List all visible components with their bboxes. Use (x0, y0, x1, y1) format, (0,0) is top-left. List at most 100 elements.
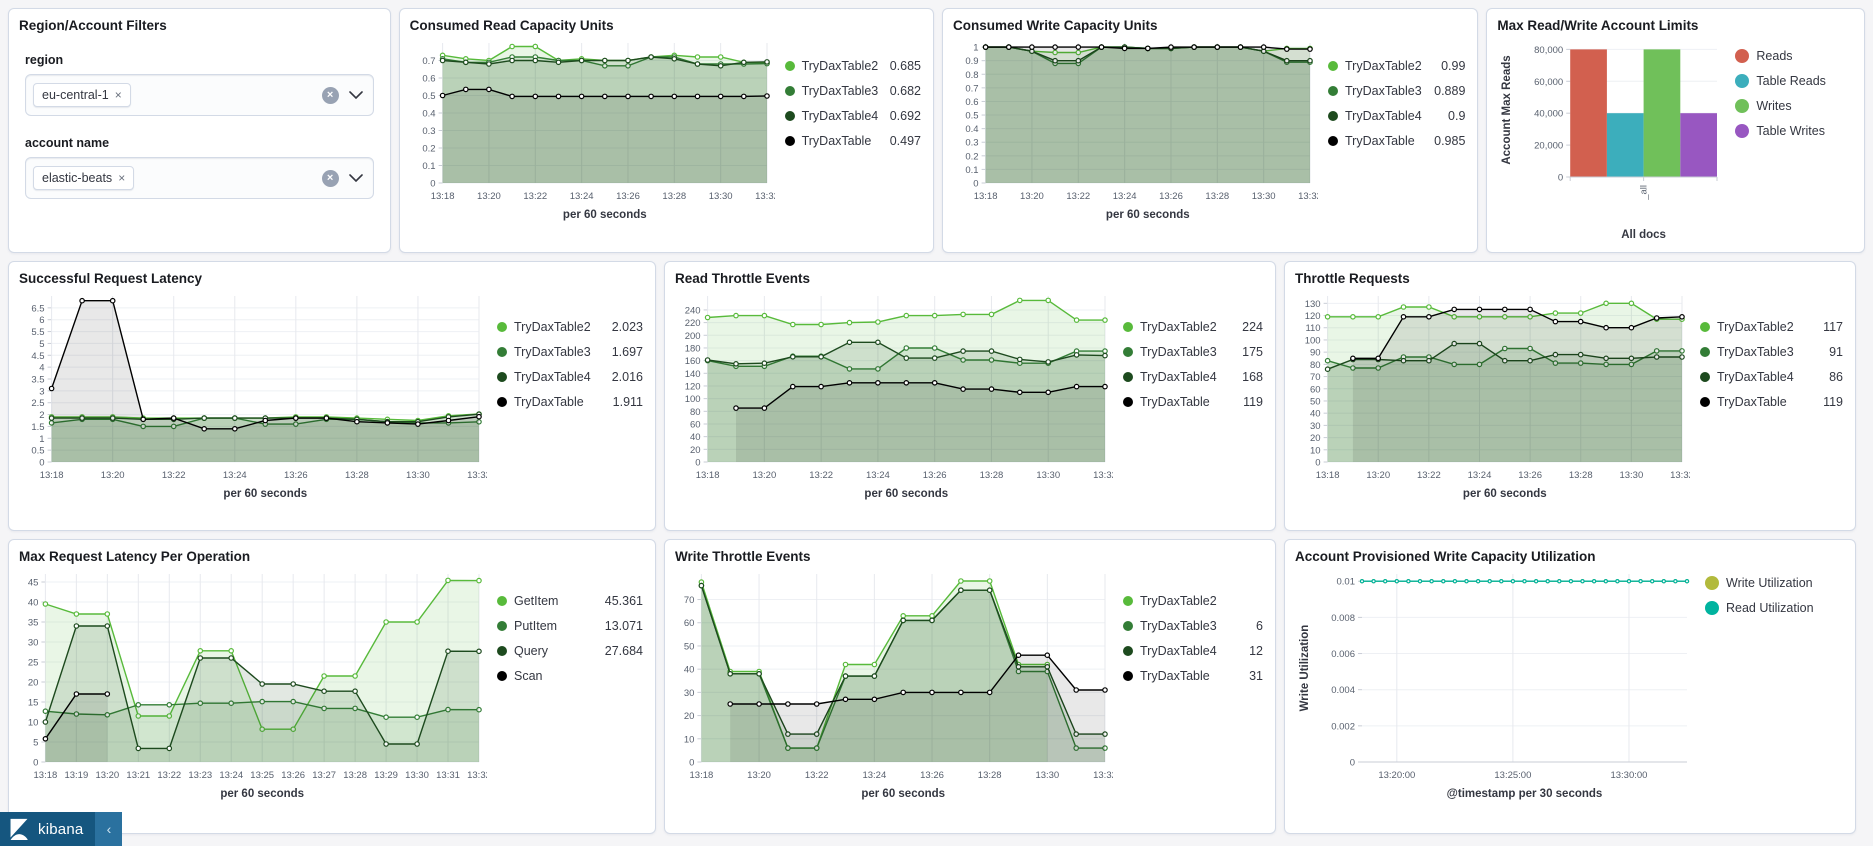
legend-item-putitem[interactable]: PutItem 13.071 (497, 619, 643, 633)
panel-title: Max Request Latency Per Operation (19, 549, 251, 564)
account-pill-label: elastic-beats (42, 171, 113, 185)
svg-text:40: 40 (684, 665, 695, 676)
svg-text:All docs: All docs (1622, 229, 1667, 241)
legend-dot (1700, 397, 1710, 407)
svg-text:0.008: 0.008 (1331, 613, 1355, 624)
svg-text:13:28: 13:28 (343, 770, 367, 781)
svg-text:80,000: 80,000 (1535, 45, 1564, 56)
region-pill[interactable]: eu-central-1 × (33, 83, 131, 107)
legend-label: TryDaxTable4 (1140, 370, 1217, 384)
write-throttle-chart[interactable]: 0 10 20 30 40 50 60 70 13:18 13:20 13:22 13:24 13:26… (675, 564, 1113, 804)
legend-item-query[interactable]: Query 27.684 (497, 644, 643, 658)
svg-text:0.2: 0.2 (422, 144, 435, 155)
legend-item-trydaxtable3[interactable]: TryDaxTable3 0.889 (1328, 84, 1465, 98)
account-combobox[interactable]: elastic-beats × × (25, 157, 374, 199)
svg-text:per 60 seconds: per 60 seconds (220, 788, 304, 800)
legend-item-trydaxtable[interactable]: TryDaxTable 1.911 (497, 395, 643, 409)
legend-item-trydaxtable[interactable]: TryDaxTable 31 (1123, 669, 1263, 683)
legend-value: 6 (1256, 619, 1263, 633)
account-limits-chart[interactable]: 0 20,000 40,000 60,000 80,000 _all All docs Acc… (1497, 33, 1725, 245)
legend-item-trydaxtable4[interactable]: TryDaxTable4 168 (1123, 370, 1263, 384)
svg-text:40: 40 (28, 598, 39, 609)
legend-label: TryDaxTable2 (1140, 320, 1217, 334)
legend-item-trydaxtable4[interactable]: TryDaxTable4 0.692 (784, 109, 921, 123)
legend-item-trydaxtable2[interactable]: TryDaxTable2 117 (1700, 320, 1843, 334)
legend-label: TryDaxTable (1345, 134, 1415, 148)
nav-collapse-button[interactable]: ‹ (95, 812, 123, 846)
legend-item-trydaxtable2[interactable]: TryDaxTable2 2.023 (497, 320, 643, 334)
legend-item-trydaxtable[interactable]: TryDaxTable 0.985 (1328, 134, 1465, 148)
legend-item-trydaxtable3[interactable]: TryDaxTable3 91 (1700, 345, 1843, 359)
panel-write-throttle-events: Write Throttle Events 0 10 20 30 40 50 60 70 13:… (664, 539, 1276, 834)
kibana-logo-area[interactable]: kibana (0, 812, 96, 846)
legend-item-trydaxtable4[interactable]: TryDaxTable4 2.016 (497, 370, 643, 384)
clear-icon[interactable]: × (321, 86, 339, 104)
svg-text:per 60 seconds: per 60 seconds (1106, 209, 1190, 221)
legend-item-trydaxtable3[interactable]: TryDaxTable3 1.697 (497, 345, 643, 359)
legend-item-trydaxtable2[interactable]: TryDaxTable2 0.685 (784, 59, 921, 73)
legend-item-trydaxtable2[interactable]: TryDaxTable2 (1123, 594, 1263, 608)
legend-item-trydaxtable2[interactable]: TryDaxTable2 224 (1123, 320, 1263, 334)
write-capacity-utilization-chart[interactable]: 0 0.002 0.004 0.006 0.008 0.01 13:20:00 13:25:0… (1295, 564, 1695, 804)
legend-item-trydaxtable3[interactable]: TryDaxTable3 0.682 (784, 84, 921, 98)
consumed-read-chart[interactable]: 0 0.1 0.2 0.3 0.4 0.5 0.6 0.7 13:18 13:20 13:22 13:… (410, 33, 775, 225)
consumed-write-chart[interactable]: 0 0.1 0.2 0.3 0.4 0.5 0.6 0.7 0.8 0.9 1 13:18 13:20 1… (953, 33, 1318, 225)
legend-value: 0.889 (1434, 84, 1466, 98)
svg-text:90: 90 (1310, 348, 1321, 359)
account-field: account name elastic-beats × × (19, 136, 380, 199)
svg-text:0.5: 0.5 (422, 91, 435, 102)
svg-text:13:29: 13:29 (374, 770, 398, 781)
legend-dot (784, 111, 795, 121)
legend-label: TryDaxTable (1140, 669, 1210, 683)
max-latency-operation-chart[interactable]: 0 5 10 15 20 25 30 35 40 45 13:18 13:19 13:20 13:21 13… (19, 564, 487, 804)
svg-text:13:26: 13:26 (1159, 191, 1183, 202)
region-combobox[interactable]: eu-central-1 × × (25, 74, 374, 116)
remove-icon[interactable]: × (118, 171, 126, 185)
legend-item-table-writes[interactable]: Table Writes (1735, 124, 1852, 138)
svg-text:13:18: 13:18 (430, 191, 454, 202)
legend-dot (497, 596, 507, 606)
legend-dot (1123, 372, 1133, 382)
legend-dot (784, 86, 795, 96)
legend-item-trydaxtable[interactable]: TryDaxTable 0.497 (784, 134, 921, 148)
legend-item-trydaxtable4[interactable]: TryDaxTable4 12 (1123, 644, 1263, 658)
svg-text:60: 60 (1310, 384, 1321, 395)
legend-item-write-utilization[interactable]: Write Utilization (1705, 576, 1843, 590)
svg-text:0.4: 0.4 (965, 124, 978, 135)
legend-dot (1123, 621, 1133, 631)
chart-legend: TryDaxTable2 224 TryDaxTable3 175 TryDaxTabl… (1113, 320, 1265, 420)
account-pill[interactable]: elastic-beats × (33, 166, 135, 190)
legend-item-writes[interactable]: Writes (1735, 99, 1852, 113)
kibana-logo-icon (8, 817, 30, 841)
svg-text:13:18: 13:18 (1316, 470, 1340, 481)
legend-item-scan[interactable]: Scan (497, 669, 643, 683)
legend-item-trydaxtable4[interactable]: TryDaxTable4 0.9 (1328, 109, 1465, 123)
svg-text:13:32: 13:32 (1093, 770, 1113, 781)
legend-item-reads[interactable]: Reads (1735, 49, 1852, 63)
clear-icon[interactable]: × (321, 169, 339, 187)
svg-text:0.6: 0.6 (422, 74, 435, 85)
svg-text:100: 100 (1305, 335, 1321, 346)
legend-item-read-utilization[interactable]: Read Utilization (1705, 601, 1843, 615)
legend-item-trydaxtable4[interactable]: TryDaxTable4 86 (1700, 370, 1843, 384)
legend-label: TryDaxTable4 (514, 370, 591, 384)
svg-text:@timestamp per 30 seconds: @timestamp per 30 seconds (1447, 788, 1603, 800)
legend-dot (1328, 86, 1338, 96)
svg-text:13:24: 13:24 (223, 470, 247, 481)
chevron-down-icon[interactable] (348, 174, 363, 182)
remove-icon[interactable]: × (114, 88, 122, 102)
legend-item-trydaxtable[interactable]: TryDaxTable 119 (1700, 395, 1843, 409)
legend-item-getitem[interactable]: GetItem 45.361 (497, 594, 643, 608)
legend-item-trydaxtable3[interactable]: TryDaxTable3 6 (1123, 619, 1263, 633)
legend-item-table-reads[interactable]: Table Reads (1735, 74, 1852, 88)
legend-label: TryDaxTable2 (514, 320, 591, 334)
svg-text:80: 80 (1310, 360, 1321, 371)
request-latency-chart[interactable]: 00.511.522.533.544.555.566.5 13:18 13:20 13… (19, 286, 487, 504)
legend-item-trydaxtable2[interactable]: TryDaxTable2 0.99 (1328, 59, 1465, 73)
legend-item-trydaxtable[interactable]: TryDaxTable 119 (1123, 395, 1263, 409)
svg-text:13:26: 13:26 (281, 770, 305, 781)
legend-item-trydaxtable3[interactable]: TryDaxTable3 175 (1123, 345, 1263, 359)
chevron-down-icon[interactable] (348, 91, 363, 99)
